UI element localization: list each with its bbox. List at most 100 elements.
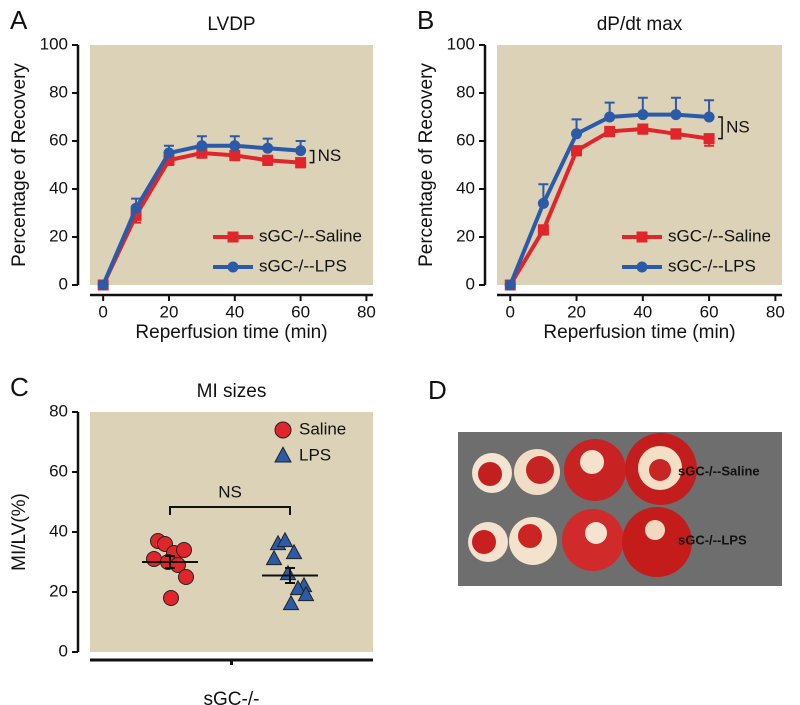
marker: [285, 543, 303, 560]
marker: [265, 549, 283, 566]
y-tick-label: 20: [456, 226, 475, 245]
y-tick-label: 100: [40, 34, 68, 53]
marker: [703, 133, 715, 145]
x-axis-title: Reperfusion time (min): [543, 322, 735, 343]
marker: [229, 149, 241, 161]
y-tick-label: 40: [49, 178, 68, 197]
y-tick-label: 80: [456, 82, 475, 101]
x-tick-label: 0: [98, 302, 107, 321]
annotation: NS: [726, 117, 750, 136]
x-tick-label: 40: [225, 302, 244, 321]
y-tick-label: 80: [49, 401, 68, 420]
marker: [274, 421, 292, 439]
x-tick-label: 20: [567, 302, 586, 321]
y-axis-title: Percentage of Recovery: [9, 63, 30, 267]
marker: [276, 531, 294, 548]
marker: [163, 590, 179, 606]
x-axis-title: Reperfusion time (min): [135, 322, 327, 343]
chart-title: LVDP: [207, 14, 255, 35]
y-tick-label: 60: [49, 130, 68, 149]
bracket: [309, 149, 315, 164]
marker: [163, 154, 175, 166]
marker: [130, 209, 142, 221]
y-tick-label: 0: [59, 641, 68, 660]
annotation: NS: [318, 146, 342, 165]
bracket: [718, 116, 723, 140]
x-tick-label: 80: [357, 302, 376, 321]
marker: [504, 279, 516, 291]
marker: [636, 231, 648, 243]
marker: [227, 261, 239, 273]
marker: [196, 147, 208, 159]
x-tick-label: 40: [633, 302, 652, 321]
plot-background: [497, 45, 782, 285]
marker: [295, 157, 307, 169]
chart-title: MI sizes: [197, 381, 267, 402]
panel-d: D sGC-/--Saline sGC-/--LPS: [428, 375, 782, 586]
y-axis-title: MI/LV(%): [9, 493, 30, 571]
marker: [537, 197, 549, 209]
y-tick-label: 40: [456, 178, 475, 197]
marker: [637, 109, 649, 121]
heart-slices: [468, 433, 697, 577]
x-tick-label: 60: [291, 302, 310, 321]
x-tick-label: 80: [766, 302, 785, 321]
bracket: [169, 506, 291, 515]
legend-label: LPS: [299, 445, 331, 464]
x-tick-label: 20: [160, 302, 179, 321]
x-axis-title: sGC-/-: [204, 689, 260, 705]
marker: [196, 140, 208, 152]
y-tick-label: 80: [49, 82, 68, 101]
y-tick-label: 0: [466, 274, 475, 293]
panel-label: D: [428, 375, 447, 405]
marker: [274, 446, 292, 463]
row-label: sGC-/--LPS: [678, 532, 747, 547]
plot-background: [90, 412, 373, 652]
row-label: sGC-/--Saline: [678, 463, 760, 478]
marker: [295, 145, 307, 157]
marker: [262, 142, 274, 154]
y-tick-label: 40: [49, 521, 68, 540]
marker: [163, 147, 175, 159]
legend-label: sGC-/--LPS: [259, 256, 347, 275]
annotation: NS: [218, 482, 242, 501]
marker: [227, 231, 239, 243]
marker: [262, 154, 274, 166]
chart-title: dP/dt max: [597, 14, 683, 35]
legend-label: sGC-/--Saline: [259, 226, 362, 245]
y-axis-title: Percentage of Recovery: [416, 63, 437, 267]
y-tick-label: 60: [456, 130, 475, 149]
marker: [178, 569, 194, 585]
marker: [571, 145, 583, 157]
panel-label: B: [417, 5, 434, 35]
sem-bar: [285, 567, 295, 584]
marker: [282, 594, 300, 611]
marker: [637, 123, 649, 135]
x-tick-label: 60: [700, 302, 719, 321]
marker: [670, 109, 682, 121]
y-tick-label: 20: [49, 581, 68, 600]
marker: [636, 261, 648, 273]
marker: [229, 140, 241, 152]
marker: [297, 585, 315, 602]
panel-label: A: [10, 5, 28, 35]
y-tick-label: 20: [49, 226, 68, 245]
marker: [97, 279, 109, 291]
marker: [146, 551, 162, 567]
panel-label: C: [10, 372, 29, 402]
legend-label: sGC-/--Saline: [668, 226, 771, 245]
marker: [289, 579, 307, 596]
y-tick-label: 100: [447, 34, 475, 53]
marker: [176, 542, 192, 558]
marker: [670, 128, 682, 140]
marker: [537, 224, 549, 236]
x-tick-label: 0: [506, 302, 515, 321]
y-tick-label: 0: [59, 274, 68, 293]
plot-background: [90, 45, 373, 285]
legend-label: Saline: [299, 419, 346, 438]
marker: [604, 125, 616, 137]
marker: [571, 128, 583, 140]
sem-bar: [165, 555, 175, 569]
marker: [604, 111, 616, 123]
